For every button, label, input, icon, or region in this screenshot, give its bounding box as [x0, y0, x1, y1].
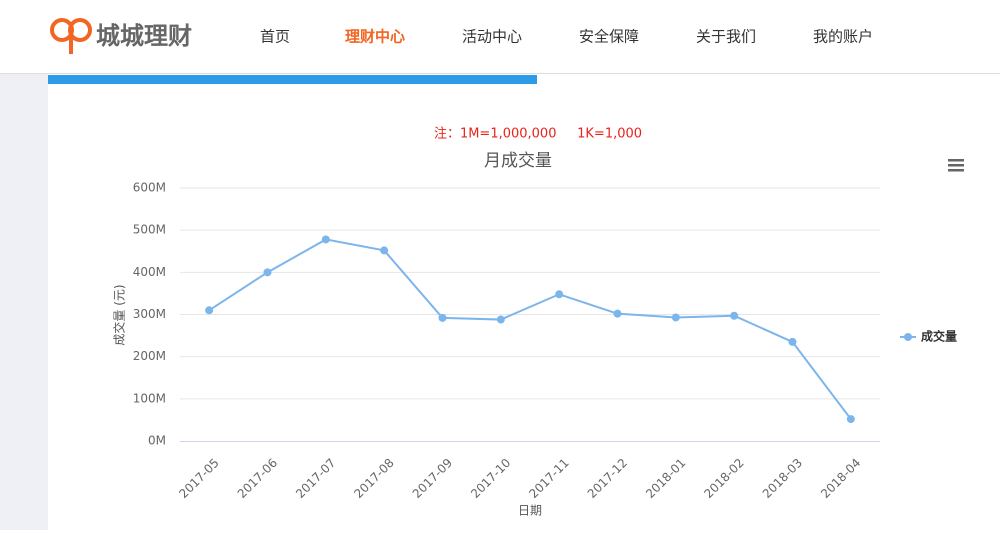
- data-point: [730, 311, 739, 320]
- data-point: [321, 235, 330, 244]
- chart-title: 月成交量: [484, 151, 552, 171]
- data-point: [671, 313, 680, 322]
- x-tick-label: 2017-12: [585, 456, 630, 501]
- side-strip: [0, 73, 48, 530]
- x-tick-label: 2017-07: [293, 456, 338, 501]
- y-tick-label: 0M: [148, 434, 166, 448]
- data-point: [205, 306, 214, 315]
- y-tick-label: 300M: [133, 307, 166, 321]
- logo[interactable]: 城城理财: [50, 18, 192, 54]
- y-axis-title: 成交量 (元): [112, 284, 127, 345]
- y-tick-label: 400M: [133, 265, 166, 279]
- x-tick-label: 2018-02: [701, 456, 746, 501]
- note: 注：1M=1,000,000 1K=1,000: [434, 127, 642, 142]
- data-point: [496, 315, 505, 324]
- nav-item[interactable]: 关于我们: [696, 28, 756, 46]
- x-tick-label: 2017-11: [526, 456, 571, 501]
- x-tick-label: 2018-03: [760, 456, 805, 501]
- menu-icon-line: [948, 169, 964, 172]
- menu-icon-line: [948, 159, 964, 162]
- nav-item[interactable]: 理财中心: [345, 28, 405, 46]
- data-point: [788, 337, 797, 346]
- x-axis-title: 日期: [518, 504, 542, 518]
- y-tick-label: 100M: [133, 391, 166, 405]
- series-line: [208, 238, 852, 420]
- data-point: [380, 246, 389, 255]
- data-point: [438, 313, 447, 322]
- x-tick-label: 2017-10: [468, 456, 513, 501]
- x-tick-label: 2017-05: [176, 456, 221, 501]
- nav-item[interactable]: 活动中心: [462, 28, 522, 46]
- x-tick-label: 2017-08: [351, 456, 396, 501]
- nav-item[interactable]: 我的账户: [813, 28, 873, 46]
- y-tick-label: 600M: [133, 181, 166, 195]
- data-point: [613, 309, 622, 318]
- legend-symbol: [904, 333, 912, 341]
- data-point: [263, 268, 272, 277]
- nav-item[interactable]: 首页: [260, 28, 290, 46]
- data-point: [555, 290, 564, 299]
- data-point: [846, 415, 855, 424]
- x-tick-label: 2018-04: [818, 456, 863, 501]
- progress-bar: [48, 75, 537, 84]
- y-tick-label: 500M: [133, 223, 166, 237]
- x-tick-label: 2017-06: [235, 456, 280, 501]
- logo-text: 城城理财: [96, 22, 192, 50]
- y-tick-label: 200M: [133, 349, 166, 363]
- legend-item[interactable]: 成交量: [900, 329, 957, 344]
- menu-button[interactable]: [948, 159, 964, 172]
- x-tick-label: 2017-09: [410, 456, 455, 501]
- menu-icon-line: [948, 164, 964, 167]
- legend-label: 成交量: [921, 329, 957, 344]
- x-tick-label: 2018-01: [643, 456, 688, 501]
- nav-item[interactable]: 安全保障: [579, 28, 639, 46]
